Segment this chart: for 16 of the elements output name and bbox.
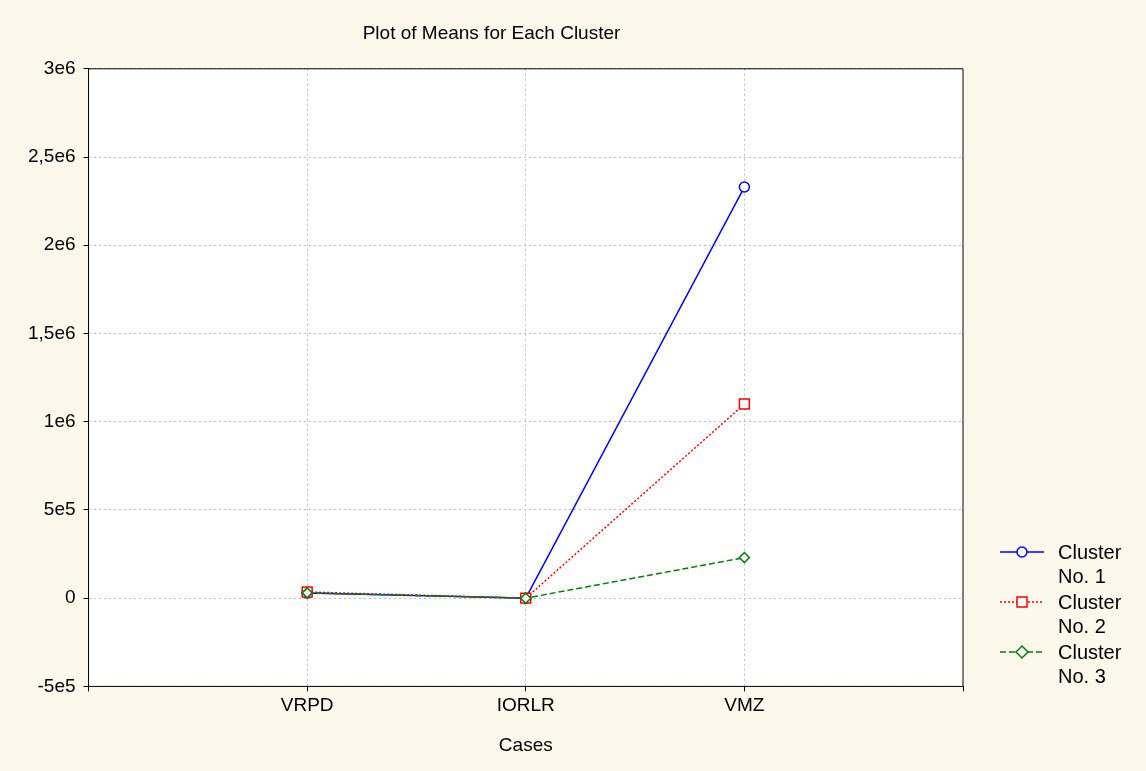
y-tick-label: 1,5e6 <box>28 321 76 343</box>
y-tick-label: 2,5e6 <box>28 145 76 167</box>
x-tick-label: VRPD <box>280 694 334 716</box>
y-tick-label: 5e5 <box>43 498 76 520</box>
x-axis-title: Cases <box>498 733 553 755</box>
y-tick-label: 3e6 <box>43 57 76 79</box>
y-tick-label: -5e5 <box>37 674 76 696</box>
legend-label: Cluster No. 3 <box>1058 640 1123 688</box>
y-tick-label: 0 <box>64 586 76 608</box>
legend-label: Cluster No. 1 <box>1058 540 1123 588</box>
x-tick-label: IORLR <box>496 694 555 716</box>
y-tick-label: 2e6 <box>43 233 76 255</box>
y-tick-label: 1e6 <box>43 409 76 431</box>
chart-title: Plot of Means for Each Cluster <box>362 21 622 43</box>
legend-label: Cluster No. 2 <box>1058 590 1123 638</box>
x-tick-label: VMZ <box>724 694 765 716</box>
